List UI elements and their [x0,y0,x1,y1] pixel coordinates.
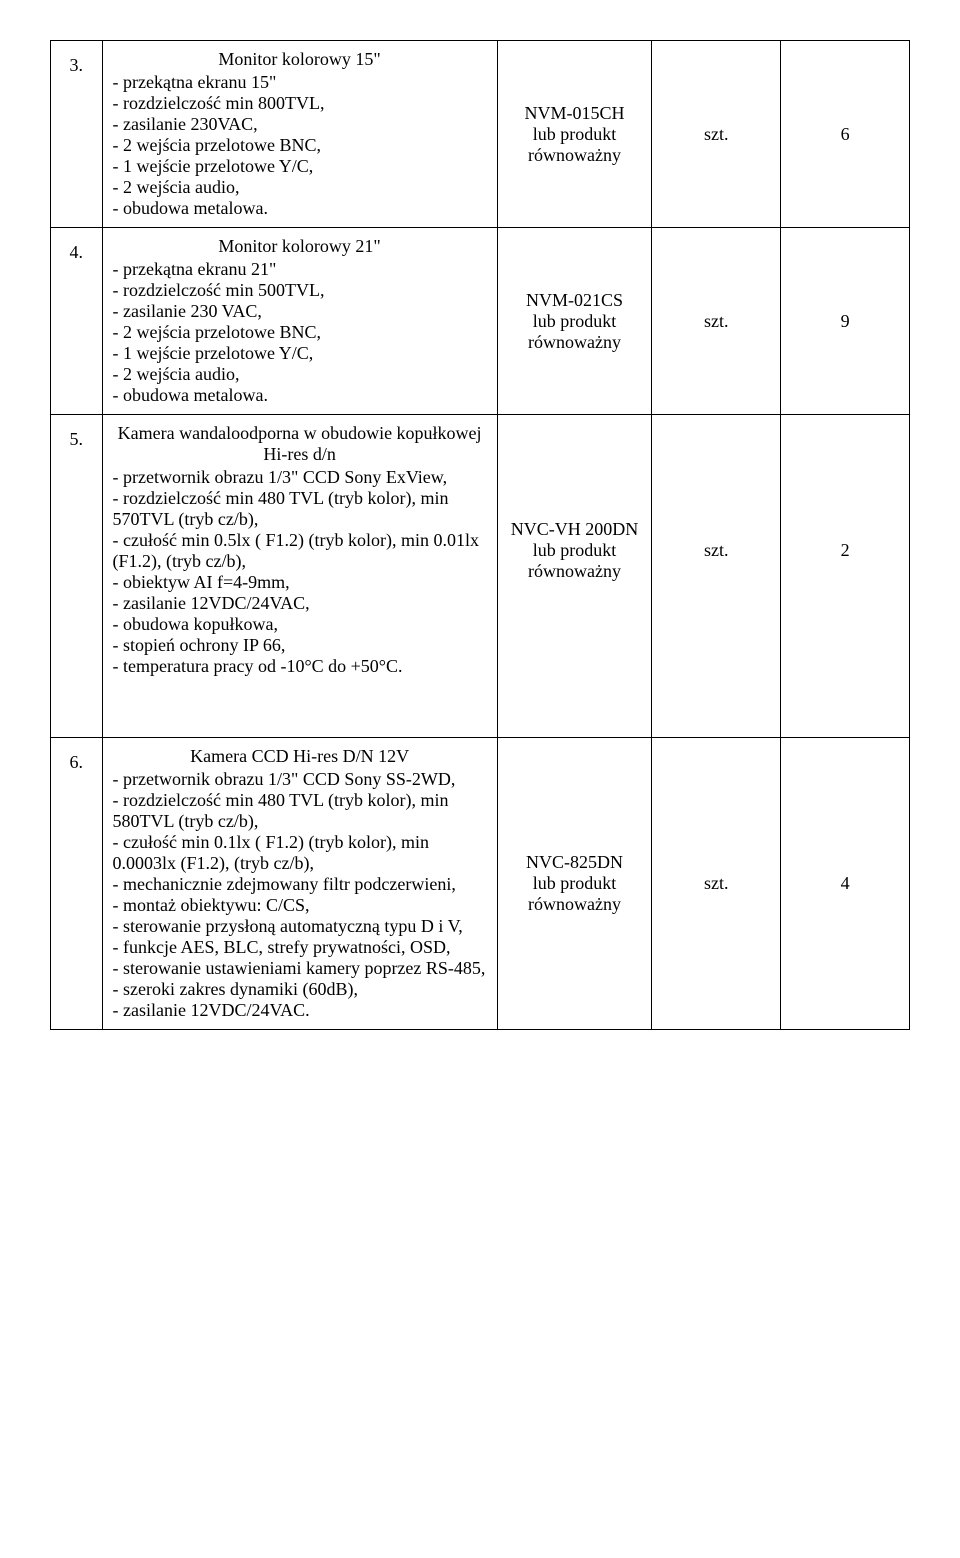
spec-list: - przekątna ekranu 21"- rozdzielczość mi… [113,259,487,406]
spec-item: - zasilanie 230VAC, [113,114,487,135]
spec-item: - rozdzielczość min 480 TVL (tryb kolor)… [113,790,487,832]
spec-item: - funkcje AES, BLC, strefy prywatności, … [113,937,487,958]
spec-list: - przekątna ekranu 15"- rozdzielczość mi… [113,72,487,219]
spec-item: - czułość min 0.1lx ( F1.2) (tryb kolor)… [113,832,487,874]
spec-item: - rozdzielczość min 500TVL, [113,280,487,301]
spec-item: - obudowa metalowa. [113,198,487,219]
spec-item: - czułość min 0.5lx ( F1.2) (tryb kolor)… [113,530,487,572]
spec-item: - przekątna ekranu 15" [113,72,487,93]
table-row: 6.Kamera CCD Hi-res D/N 12V- przetwornik… [51,738,910,1030]
row-title: Kamera wandaloodporna w obudowie kopułko… [113,423,487,465]
code-value: NVC-825DN [508,852,642,873]
row-unit: szt. [652,415,781,738]
code-suffix: lub produkt równoważny [508,873,642,915]
spec-item: - 1 wejście przelotowe Y/C, [113,343,487,364]
spec-item: - stopień ochrony IP 66, [113,635,487,656]
spec-item: - zasilanie 230 VAC, [113,301,487,322]
spec-item: - obiektyw AI f=4-9mm, [113,572,487,593]
spec-list: - przetwornik obrazu 1/3" CCD Sony ExVie… [113,467,487,677]
row-number: 5. [51,415,103,738]
spec-item: - przetwornik obrazu 1/3" CCD Sony ExVie… [113,467,487,488]
row-unit: szt. [652,41,781,228]
code-suffix: lub produkt równoważny [508,124,642,166]
row-description: Monitor kolorowy 15"- przekątna ekranu 1… [102,41,497,228]
row-title: Monitor kolorowy 21" [113,236,487,257]
row-title: Monitor kolorowy 15" [113,49,487,70]
spec-item: - 2 wejścia audio, [113,177,487,198]
row-number: 3. [51,41,103,228]
spec-item: - 2 wejścia przelotowe BNC, [113,322,487,343]
spec-item: - rozdzielczość min 800TVL, [113,93,487,114]
table-row: 5.Kamera wandaloodporna w obudowie kopuł… [51,415,910,738]
spec-list: - przetwornik obrazu 1/3" CCD Sony SS-2W… [113,769,487,1021]
row-description: Monitor kolorowy 21"- przekątna ekranu 2… [102,228,497,415]
spec-item: - zasilanie 12VDC/24VAC. [113,1000,487,1021]
code-suffix: lub produkt równoważny [508,540,642,582]
table-row: 4.Monitor kolorowy 21"- przekątna ekranu… [51,228,910,415]
spec-item: - montaż obiektywu: C/CS, [113,895,487,916]
row-title: Kamera CCD Hi-res D/N 12V [113,746,487,767]
row-code: NVM-015CHlub produkt równoważny [497,41,652,228]
spec-item: - 1 wejście przelotowe Y/C, [113,156,487,177]
table-row: 3.Monitor kolorowy 15"- przekątna ekranu… [51,41,910,228]
spec-item: - przekątna ekranu 21" [113,259,487,280]
spec-item: - temperatura pracy od -10°C do +50°C. [113,656,487,677]
row-qty: 6 [781,41,910,228]
spec-item: - 2 wejścia audio, [113,364,487,385]
spec-item: - sterowanie przysłoną automatyczną typu… [113,916,487,937]
product-table: 3.Monitor kolorowy 15"- przekątna ekranu… [50,40,910,1030]
spec-item: - przetwornik obrazu 1/3" CCD Sony SS-2W… [113,769,487,790]
spec-item: - mechanicznie zdejmowany filtr podczerw… [113,874,487,895]
spec-item: - zasilanie 12VDC/24VAC, [113,593,487,614]
code-value: NVC-VH 200DN [508,519,642,540]
row-unit: szt. [652,738,781,1030]
row-code: NVC-VH 200DNlub produkt równoważny [497,415,652,738]
spec-item: - szeroki zakres dynamiki (60dB), [113,979,487,1000]
row-description: Kamera CCD Hi-res D/N 12V- przetwornik o… [102,738,497,1030]
row-code: NVC-825DNlub produkt równoważny [497,738,652,1030]
row-description: Kamera wandaloodporna w obudowie kopułko… [102,415,497,738]
row-unit: szt. [652,228,781,415]
code-value: NVM-015CH [508,103,642,124]
row-code: NVM-021CSlub produkt równoważny [497,228,652,415]
row-qty: 9 [781,228,910,415]
spec-item: - rozdzielczość min 480 TVL (tryb kolor)… [113,488,487,530]
row-qty: 4 [781,738,910,1030]
spec-item: - obudowa metalowa. [113,385,487,406]
row-number: 4. [51,228,103,415]
row-number: 6. [51,738,103,1030]
row-qty: 2 [781,415,910,738]
code-value: NVM-021CS [508,290,642,311]
code-suffix: lub produkt równoważny [508,311,642,353]
spec-item: - 2 wejścia przelotowe BNC, [113,135,487,156]
spec-item: - obudowa kopułkowa, [113,614,487,635]
spec-item: - sterowanie ustawieniami kamery poprzez… [113,958,487,979]
